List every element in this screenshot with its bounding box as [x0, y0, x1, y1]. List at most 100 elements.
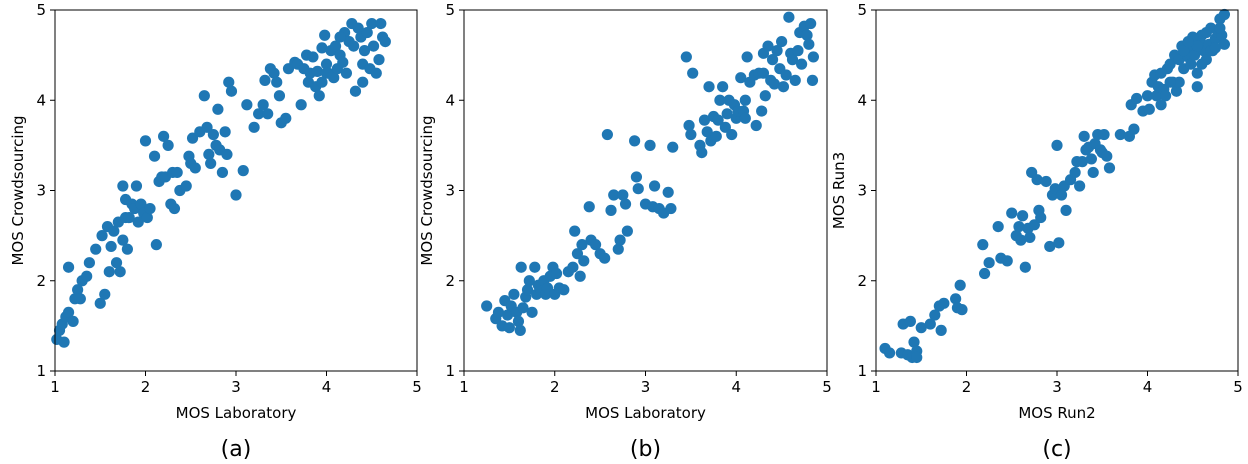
- data-point: [574, 270, 586, 282]
- data-point: [938, 297, 950, 309]
- data-point: [757, 67, 770, 79]
- data-point: [366, 17, 378, 30]
- data-point: [803, 38, 815, 50]
- data-point: [168, 202, 181, 215]
- data-point: [144, 202, 156, 215]
- data-point: [614, 234, 626, 246]
- data-point: [501, 309, 514, 321]
- panel-label: (b): [630, 437, 661, 462]
- data-point: [571, 248, 584, 260]
- data-point: [1103, 162, 1116, 174]
- data-point: [904, 315, 916, 327]
- data-point: [1214, 22, 1226, 34]
- data-point: [698, 114, 711, 126]
- data-point: [320, 58, 333, 70]
- data-point: [1188, 49, 1201, 61]
- data-point: [750, 119, 762, 132]
- data-point: [1040, 175, 1052, 188]
- x-tick-label: 4: [1143, 378, 1153, 396]
- data-point: [617, 189, 629, 201]
- data-point: [259, 74, 271, 86]
- data-point: [680, 51, 692, 63]
- data-point: [756, 105, 768, 117]
- data-point: [334, 31, 346, 43]
- data-point: [632, 183, 644, 195]
- data-point: [789, 74, 801, 86]
- x-tick-label: 5: [412, 378, 422, 396]
- data-point: [74, 293, 86, 305]
- data-point: [320, 67, 333, 79]
- data-point: [558, 284, 570, 296]
- data-point: [612, 243, 624, 255]
- data-point: [1160, 90, 1172, 102]
- data-point: [1191, 40, 1203, 52]
- data-point: [162, 139, 174, 151]
- data-point: [481, 300, 493, 312]
- data-point: [225, 85, 238, 97]
- data-point: [992, 221, 1004, 233]
- data-point: [662, 186, 674, 198]
- data-point: [1060, 204, 1072, 216]
- data-point: [739, 112, 751, 124]
- data-point: [924, 318, 936, 330]
- data-point: [956, 304, 968, 316]
- y-tick-label: 3: [445, 182, 455, 200]
- data-point: [492, 306, 505, 318]
- data-point: [1053, 237, 1065, 249]
- data-point: [150, 239, 162, 251]
- data-point: [117, 234, 129, 246]
- data-point: [954, 279, 966, 291]
- y-tick-label: 4: [857, 91, 867, 109]
- data-point: [1173, 76, 1185, 88]
- data-point: [1028, 219, 1040, 231]
- data-point: [1024, 231, 1036, 244]
- data-point: [1182, 35, 1194, 48]
- data-point: [358, 45, 371, 57]
- x-tick-label: 4: [731, 378, 741, 396]
- data-point: [375, 17, 387, 30]
- data-point: [805, 17, 817, 30]
- data-point: [1164, 58, 1176, 70]
- data-point: [1098, 128, 1110, 141]
- data-point: [741, 51, 753, 63]
- data-point: [1006, 207, 1018, 219]
- data-point: [1069, 166, 1081, 179]
- data-point: [629, 135, 641, 147]
- data-point: [352, 22, 364, 34]
- data-point: [1044, 240, 1056, 253]
- data-point: [541, 282, 554, 294]
- data-point: [1155, 99, 1167, 111]
- x-tick-label: 5: [822, 378, 832, 396]
- data-point: [1173, 54, 1185, 66]
- data-point: [950, 293, 962, 305]
- data-point: [203, 148, 215, 160]
- data-point: [1085, 153, 1097, 165]
- data-point: [710, 130, 722, 142]
- data-point: [792, 45, 804, 57]
- data-point: [766, 54, 779, 66]
- data-point: [237, 165, 249, 177]
- data-point: [207, 128, 219, 141]
- data-point: [1035, 211, 1047, 224]
- x-tick-label: 2: [962, 378, 972, 396]
- data-point: [180, 180, 192, 192]
- data-point: [158, 130, 170, 142]
- x-tick-label: 2: [550, 378, 560, 396]
- data-point: [1001, 255, 1013, 267]
- data-point: [1218, 38, 1231, 50]
- y-tick-label: 2: [857, 272, 867, 290]
- data-point: [1114, 128, 1126, 141]
- y-tick-label: 5: [857, 1, 867, 19]
- x-axis-label: MOS Laboratory: [176, 404, 297, 422]
- x-tick-label: 1: [50, 378, 60, 396]
- data-point: [508, 288, 520, 300]
- data-point: [578, 255, 590, 267]
- data-point: [81, 270, 93, 282]
- data-point: [329, 40, 342, 52]
- data-point: [768, 78, 780, 90]
- panel-label: (a): [221, 437, 252, 462]
- data-point: [780, 69, 792, 81]
- data-point: [316, 42, 328, 54]
- x-tick-label: 3: [1052, 378, 1062, 396]
- data-point: [62, 306, 75, 318]
